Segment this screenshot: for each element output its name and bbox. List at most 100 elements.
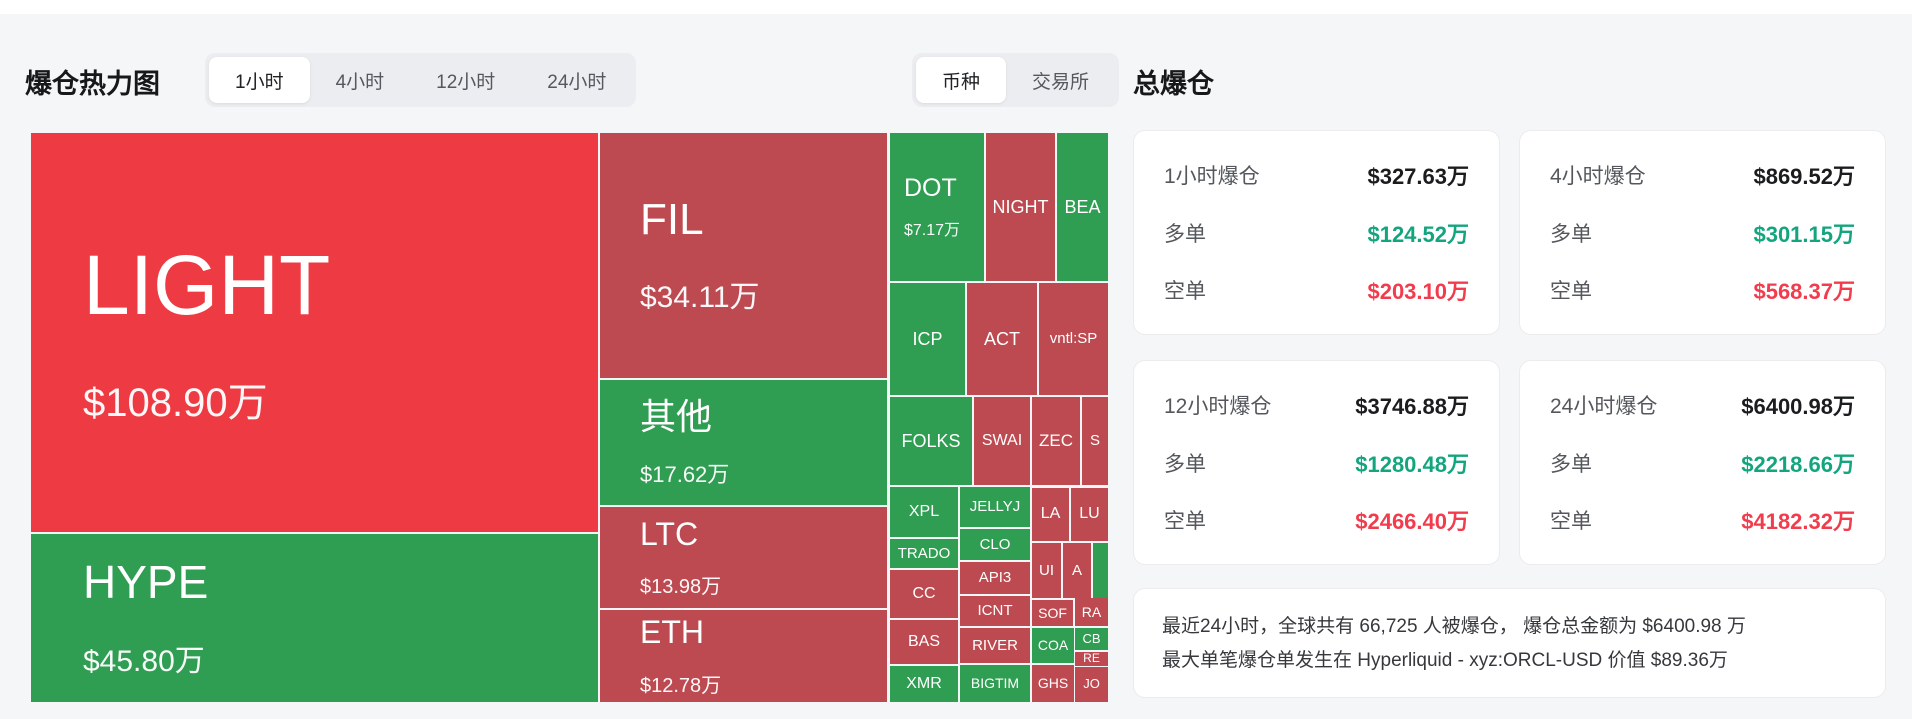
cell-symbol: XPL — [908, 502, 940, 520]
note-line-2: 最大单笔爆仓单发生在 Hyperliquid - xyz:ORCL-USD 价值… — [1162, 650, 1728, 671]
long-label: 多单 — [1164, 452, 1206, 476]
cell-symbol: DOT — [904, 173, 957, 202]
treemap-cell-A[interactable]: A — [1063, 543, 1091, 598]
treemap-cell-NIGHT[interactable]: NIGHT — [986, 133, 1055, 281]
cell-liquidation-value: $12.78万 — [640, 674, 722, 697]
card-long-row: 多单 $2218.66万 — [1550, 447, 1855, 479]
liquidation-summary-note: 最近24小时，全球共有 66,725 人被爆仓， 爆仓总金额为 $6400.98… — [1133, 588, 1886, 698]
treemap-cell-COA[interactable]: COA — [1032, 628, 1074, 663]
treemap-cell-FIL[interactable]: FIL $34.11万 — [600, 133, 887, 378]
cell-symbol: FOLKS — [901, 430, 961, 451]
short-label: 空单 — [1550, 510, 1592, 533]
card-total-value: $3746.88万 — [1355, 394, 1469, 419]
toggle-coin[interactable]: 币种 — [916, 57, 1007, 103]
card-4h: 4小时爆仓 $869.52万 多单 $301.15万 空单 $568.37万 — [1519, 130, 1886, 335]
treemap-cell-RA[interactable]: RA — [1075, 598, 1108, 626]
card-24h: 24小时爆仓 $6400.98万 多单 $2218.66万 空单 $4182.3… — [1519, 360, 1886, 565]
cell-symbol: LTC — [640, 515, 699, 552]
card-1h: 1小时爆仓 $327.63万 多单 $124.52万 空单 $203.10万 — [1133, 130, 1500, 335]
long-value: $301.15万 — [1753, 221, 1855, 247]
treemap-cell-XMR[interactable]: XMR — [890, 666, 958, 702]
card-total-row: 24小时爆仓 $6400.98万 — [1550, 389, 1855, 421]
treemap-cell-CB[interactable]: CB — [1075, 628, 1108, 650]
treemap-cell-FOLKS[interactable]: FOLKS — [890, 397, 972, 485]
card-total-row: 1小时爆仓 $327.63万 — [1164, 159, 1469, 191]
treemap-cell-UI[interactable]: UI — [1032, 543, 1061, 598]
treemap-cell-JO[interactable]: JO — [1075, 667, 1108, 702]
cell-symbol: LU — [1079, 505, 1100, 523]
cell-symbol: GHS — [1037, 675, 1069, 692]
long-value: $2218.66万 — [1741, 451, 1855, 477]
short-label: 空单 — [1164, 510, 1206, 533]
treemap-cell-RIVER[interactable]: RIVER — [960, 628, 1030, 663]
long-label: 多单 — [1550, 222, 1592, 246]
cell-symbol: API3 — [978, 569, 1012, 587]
cell-symbol: SOF — [1038, 604, 1067, 621]
card-title: 1小时爆仓 — [1164, 165, 1260, 188]
cell-symbol: JO — [1083, 676, 1100, 692]
treemap-cell-CC[interactable]: CC — [890, 570, 958, 618]
treemap-cell-LTC[interactable]: LTC $13.98万 — [600, 507, 887, 608]
card-long-row: 多单 $1280.48万 — [1164, 447, 1469, 479]
short-value: $2466.40万 — [1355, 509, 1469, 534]
cell-symbol: NIGHT — [992, 196, 1049, 217]
short-value: $4182.32万 — [1741, 509, 1855, 534]
cell-symbol: ICNT — [977, 602, 1013, 620]
tab-12h[interactable]: 12小时 — [436, 71, 496, 93]
treemap-cell-BIGTIM[interactable]: BIGTIM — [960, 665, 1030, 702]
treemap-cell-API3[interactable]: API3 — [960, 562, 1030, 594]
treemap-cell-XPL[interactable]: XPL — [890, 487, 958, 537]
cell-symbol: ICP — [912, 328, 943, 349]
cell-liquidation-value: $17.62万 — [640, 462, 730, 488]
treemap-cell-ZEC[interactable]: ZEC — [1032, 397, 1080, 485]
tab-24h[interactable]: 24小时 — [547, 71, 607, 93]
card-short-row: 空单 $4182.32万 — [1550, 504, 1855, 536]
treemap-cell-其他[interactable]: 其他 $17.62万 — [600, 380, 887, 505]
card-total-row: 4小时爆仓 $869.52万 — [1550, 159, 1855, 191]
treemap-cell-CLO[interactable]: CLO — [960, 529, 1030, 560]
short-label: 空单 — [1550, 280, 1592, 303]
treemap-cell-DOT[interactable]: DOT $7.17万 — [890, 133, 984, 281]
treemap-cell-BAS[interactable]: BAS — [890, 620, 958, 664]
cell-symbol: LIGHT — [83, 238, 331, 333]
treemap-cell-ICNT[interactable]: ICNT — [960, 596, 1030, 626]
treemap-cell[interactable] — [1093, 543, 1108, 598]
treemap-cell-S[interactable]: S — [1082, 397, 1108, 485]
long-value: $1280.48万 — [1355, 451, 1469, 477]
card-title: 24小时爆仓 — [1550, 395, 1658, 418]
treemap-cell-BEA[interactable]: BEA — [1057, 133, 1108, 281]
cell-symbol: RE — [1083, 652, 1100, 666]
treemap-cell-RE[interactable]: RE — [1075, 652, 1108, 666]
treemap-cell-SOF[interactable]: SOF — [1032, 600, 1073, 626]
card-total-value: $6400.98万 — [1741, 394, 1855, 419]
card-short-row: 空单 $203.10万 — [1164, 274, 1469, 306]
card-long-row: 多单 $124.52万 — [1164, 217, 1469, 249]
toggle-exchange[interactable]: 交易所 — [1032, 71, 1090, 93]
treemap-cell-TRADO[interactable]: TRADO — [890, 539, 958, 568]
treemap-cell-vntl:SP[interactable]: vntl:SP — [1039, 283, 1108, 395]
page-title: 爆仓热力图 — [25, 69, 160, 99]
card-total-row: 12小时爆仓 $3746.88万 — [1164, 389, 1469, 421]
cell-symbol: CB — [1082, 630, 1101, 646]
treemap-cell-ETH[interactable]: ETH $12.78万 — [600, 610, 887, 702]
treemap-cell-ACT[interactable]: ACT — [967, 283, 1037, 395]
treemap-cell-JELLYJ[interactable]: JELLYJ — [960, 487, 1030, 527]
card-12h: 12小时爆仓 $3746.88万 多单 $1280.48万 空单 $2466.4… — [1133, 360, 1500, 565]
treemap-cell-HYPE[interactable]: HYPE $45.80万 — [31, 534, 598, 702]
treemap-cell-SWAI[interactable]: SWAI — [974, 397, 1030, 485]
treemap-cell-LIGHT[interactable]: LIGHT $108.90万 — [31, 133, 598, 532]
cell-liquidation-value: $34.11万 — [640, 281, 760, 315]
treemap-cell-ICP[interactable]: ICP — [890, 283, 965, 395]
cell-symbol: LA — [1040, 505, 1061, 523]
tab-4h[interactable]: 4小时 — [335, 71, 385, 93]
treemap-cell-GHS[interactable]: GHS — [1032, 665, 1074, 702]
cell-symbol: CLO — [979, 535, 1011, 553]
card-total-value: $869.52万 — [1753, 164, 1855, 189]
cell-symbol: BIGTIM — [970, 675, 1020, 692]
cell-symbol: XMR — [906, 674, 942, 692]
cell-symbol: ZEC — [1039, 431, 1073, 451]
treemap-cell-LA[interactable]: LA — [1032, 488, 1069, 541]
treemap-cell-LU[interactable]: LU — [1071, 488, 1108, 541]
tab-1h[interactable]: 1小时 — [209, 57, 310, 103]
card-long-row: 多单 $301.15万 — [1550, 217, 1855, 249]
